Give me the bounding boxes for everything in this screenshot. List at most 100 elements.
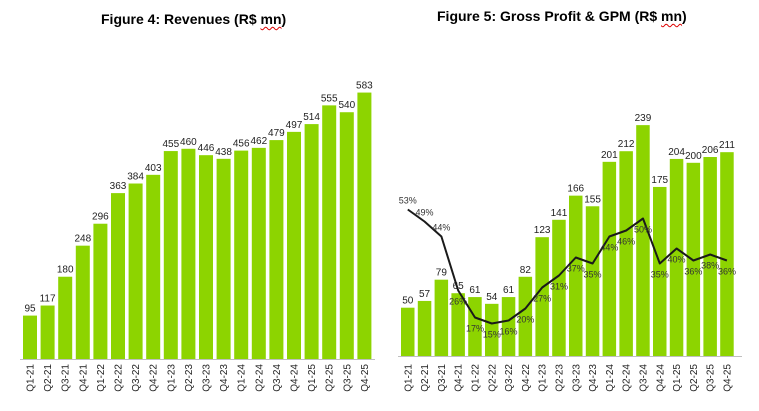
x-tick-label: Q1-22: [470, 364, 481, 392]
gpm-percent-label: 27%: [533, 294, 551, 304]
x-tick-label: Q4-21: [454, 364, 465, 392]
revenue-bar: [322, 105, 337, 360]
x-tick-label: Q3-24: [272, 364, 283, 392]
gross-profit-bar: [669, 158, 684, 356]
revenue-value-label: 497: [286, 120, 303, 131]
x-tick-label: Q2-21: [420, 364, 431, 392]
x-tick-label: Q3-25: [342, 364, 353, 392]
gpm-percent-label: 40%: [668, 255, 686, 265]
x-tick-label: Q2-25: [689, 364, 700, 392]
x-tick-label: Q1-24: [605, 364, 616, 392]
x-tick-label: Q4-21: [78, 364, 89, 392]
x-tick-label: Q4-22: [521, 364, 532, 392]
revenue-value-label: 455: [162, 139, 179, 150]
gross-profit-value-label: 65: [453, 281, 465, 292]
revenue-bar: [128, 183, 143, 359]
gross-profit-chart-panel: Figure 5: Gross Profit & GPM (R$ mn) 50 Q…: [380, 0, 759, 411]
revenue-bar: [75, 245, 90, 359]
x-tick-label: Q4-25: [722, 364, 733, 392]
x-tick-label: Q2-22: [114, 364, 125, 392]
x-tick-label: Q3-24: [638, 364, 649, 392]
gpm-percent-label: 37%: [567, 264, 585, 274]
x-tick-label: Q3-21: [61, 364, 72, 392]
revenue-bar: [357, 92, 372, 359]
revenue-value-label: 438: [215, 147, 232, 158]
gpm-percent-label: 44%: [432, 223, 450, 233]
gpm-line: [407, 208, 728, 325]
gross-profit-bar: [619, 151, 633, 356]
gross-profit-chart-title: Figure 5: Gross Profit & GPM (R$ mn): [437, 8, 687, 24]
revenue-bar: [269, 140, 284, 359]
gross-profit-value-label: 211: [719, 140, 735, 151]
gpm-percent-label: 35%: [584, 270, 602, 280]
revenue-bar: [216, 158, 231, 359]
gross-profit-value-label: 57: [419, 289, 431, 300]
gross-profit-value-label: 141: [551, 208, 568, 219]
x-tick-label: Q1-23: [538, 364, 549, 392]
revenue-value-label: 384: [127, 172, 144, 183]
revenue-bar: [304, 124, 319, 360]
gross-profit-bar: [535, 237, 549, 356]
revenue-value-label: 479: [268, 128, 285, 139]
revenue-value-label: 460: [180, 137, 197, 148]
gpm-percent-label: 38%: [701, 261, 719, 271]
x-tick-label: Q3-25: [706, 364, 717, 392]
gross-profit-bar: [653, 186, 667, 356]
x-tick-label: Q1-21: [403, 364, 414, 392]
x-tick-label: Q1-23: [166, 364, 177, 392]
revenue-bar: [111, 193, 125, 359]
gross-profit-value-label: 201: [601, 150, 618, 161]
gross-profit-bar: [501, 297, 516, 356]
gross-profit-chart-svg: 50 Q1-21 57 Q2-21 79 Q3-21 65 Q4-21 61 Q1-22 54 Q2-…: [398, 113, 742, 392]
revenue-bar: [58, 276, 73, 359]
revenue-value-label: 248: [74, 234, 91, 245]
gross-profit-bar: [552, 219, 566, 356]
gross-profit-bar: [417, 300, 432, 356]
x-tick-label: Q1-22: [96, 364, 107, 392]
gross-profit-value-label: 61: [469, 285, 481, 296]
gross-profit-bar: [401, 307, 415, 356]
gpm-percent-label: 36%: [684, 267, 702, 277]
gpm-percent-label: 20%: [516, 315, 534, 325]
gpm-percent-label: 17%: [466, 324, 484, 334]
gross-profit-value-label: 79: [436, 268, 448, 279]
x-tick-label: Q2-25: [325, 364, 336, 392]
x-tick-label: Q1-24: [237, 364, 248, 392]
x-tick-label: Q4-25: [360, 364, 371, 392]
gross-profit-bar: [636, 125, 650, 356]
gross-profit-value-label: 54: [486, 292, 498, 303]
gpm-percent-label: 53%: [399, 196, 417, 206]
gross-profit-bar: [720, 152, 734, 356]
gross-profit-value-label: 166: [567, 184, 584, 195]
revenue-bar: [23, 315, 37, 359]
revenue-value-label: 117: [40, 294, 56, 305]
revenues-chart-panel: Figure 4: Revenues (R$ mn) 95 Q1-21 117 Q2-…: [20, 11, 375, 392]
x-tick-label: Q4-23: [219, 364, 230, 392]
gross-profit-bar: [485, 303, 499, 356]
revenue-value-label: 180: [57, 265, 74, 276]
x-tick-label: Q2-22: [487, 364, 498, 392]
x-tick-label: Q4-22: [149, 364, 160, 392]
x-tick-label: Q3-23: [571, 364, 582, 392]
revenue-bar: [199, 155, 213, 359]
x-tick-label: Q2-23: [184, 364, 195, 392]
gross-profit-value-label: 82: [520, 265, 532, 276]
x-tick-label: Q2-24: [622, 364, 633, 392]
gross-profit-bar: [434, 279, 449, 356]
x-tick-label: Q1-25: [307, 364, 318, 392]
revenue-bar: [234, 150, 249, 359]
x-tick-label: Q4-24: [290, 364, 301, 392]
revenue-value-label: 540: [338, 100, 355, 111]
gross-profit-value-label: 204: [668, 147, 685, 158]
x-tick-label: Q3-22: [131, 364, 142, 392]
revenues-chart-svg: 95 Q1-21 117 Q2-21 180 Q3-21 248 Q4-21 296 Q1-22 3…: [20, 81, 375, 392]
x-tick-label: Q3-22: [504, 364, 515, 392]
gross-profit-bar: [585, 206, 600, 356]
gross-profit-value-label: 212: [618, 139, 635, 150]
x-tick-label: Q3-21: [437, 364, 448, 392]
revenue-bar: [339, 112, 354, 359]
gpm-percent-label: 44%: [600, 243, 618, 253]
x-tick-label: Q2-23: [554, 364, 565, 392]
gross-profit-value-label: 50: [402, 296, 414, 307]
gpm-percent-label: 26%: [449, 297, 467, 307]
